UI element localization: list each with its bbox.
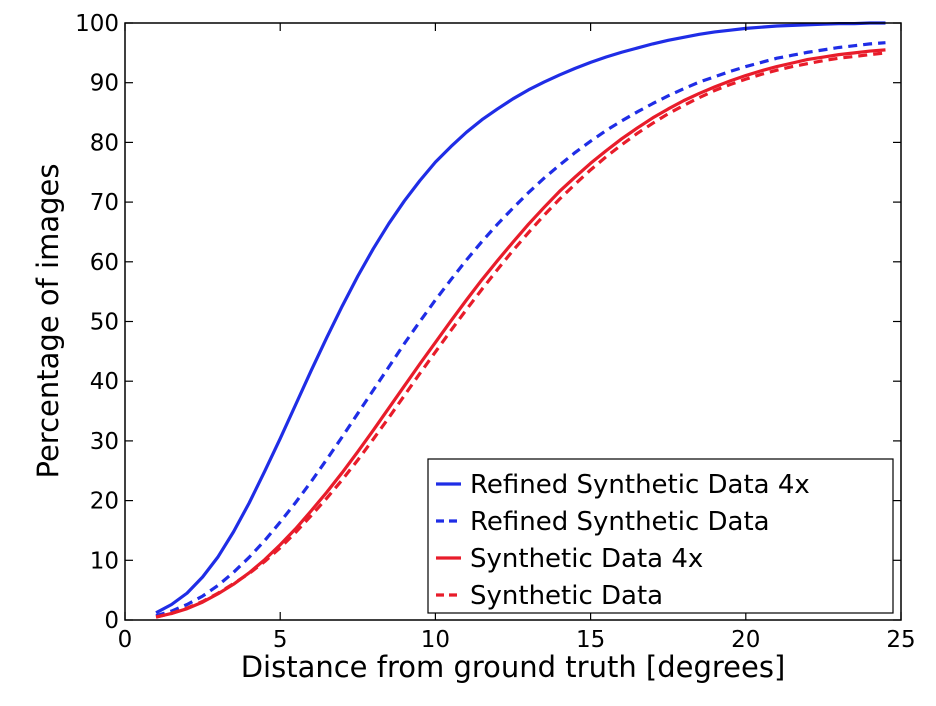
y-tick-label: 40 <box>90 369 119 395</box>
series-line-1 <box>155 21 886 615</box>
legend-box <box>427 458 894 614</box>
y-tick-label: 20 <box>90 489 119 515</box>
legend-label: Synthetic Data <box>470 581 663 611</box>
x-tick-label: 0 <box>118 627 133 653</box>
x-axis-label: Distance from ground truth [degrees] <box>241 650 786 684</box>
x-tick-label: 15 <box>576 627 605 653</box>
y-tick-label: 90 <box>90 71 119 97</box>
legend-label: Refined Synthetic Data <box>470 507 770 537</box>
series-line-4 <box>155 51 886 619</box>
y-tick-label: 0 <box>104 608 119 634</box>
legend-label: Synthetic Data 4x <box>470 544 703 574</box>
y-tick-label: 10 <box>90 548 119 574</box>
x-tick-label: 5 <box>273 627 288 653</box>
ticks-layer: 0 5 10 15 20 25 0 10 20 30 40 50 60 70 80 90 100 <box>75 11 916 653</box>
plot-layer <box>155 21 886 619</box>
x-tick-label: 10 <box>421 627 450 653</box>
series-line-3 <box>155 48 886 619</box>
y-tick-label: 70 <box>90 190 119 216</box>
legend: Refined Synthetic Data 4x Refined Synthet… <box>427 458 894 614</box>
y-tick-label: 50 <box>90 310 119 336</box>
y-tick-label: 60 <box>90 250 119 276</box>
x-tick-label: 20 <box>731 627 760 653</box>
series-line-2 <box>155 41 886 618</box>
x-tick-label: 25 <box>886 627 915 653</box>
y-tick-label: 100 <box>75 11 119 37</box>
y-axis-label: Percentage of images <box>31 164 65 479</box>
legend-label: Refined Synthetic Data 4x <box>470 470 810 500</box>
y-tick-label: 30 <box>90 429 119 455</box>
y-tick-label: 80 <box>90 130 119 156</box>
